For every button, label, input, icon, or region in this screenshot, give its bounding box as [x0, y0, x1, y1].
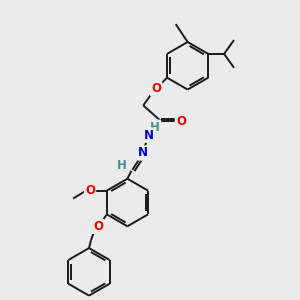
- Text: O: O: [176, 115, 186, 128]
- Text: O: O: [93, 220, 103, 233]
- Text: N: N: [138, 146, 148, 160]
- Text: O: O: [151, 82, 161, 95]
- Text: N: N: [144, 129, 154, 142]
- Text: O: O: [85, 184, 95, 197]
- Text: H: H: [150, 121, 160, 134]
- Text: H: H: [116, 159, 126, 172]
